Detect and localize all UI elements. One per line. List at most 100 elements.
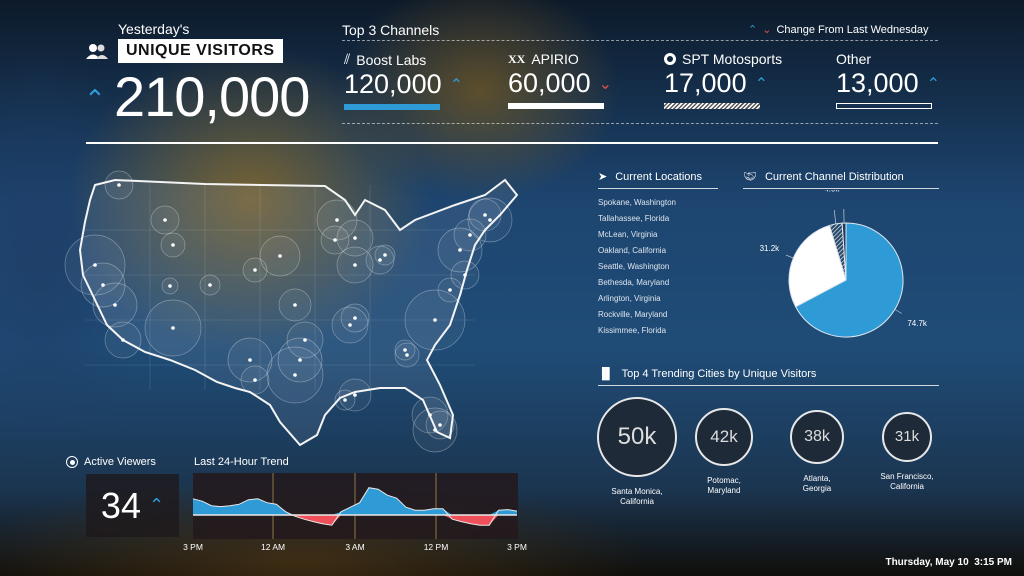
location-dot[interactable] xyxy=(348,323,352,327)
city-state: California xyxy=(620,497,654,506)
location-dot[interactable] xyxy=(353,263,357,267)
active-viewers-title: Active Viewers xyxy=(84,456,156,468)
handshake-icon: 🤝︎ xyxy=(743,171,757,183)
location-dot[interactable] xyxy=(253,268,257,272)
trend-up-icon: ⌃ xyxy=(449,76,464,94)
trend-up-icon: ⌃ xyxy=(148,495,165,515)
location-dot[interactable] xyxy=(468,233,472,237)
location-dot[interactable] xyxy=(403,348,407,352)
radio-target-icon xyxy=(66,456,78,468)
location-dot[interactable] xyxy=(438,423,442,427)
channel-other[interactable]: Other 13,000 ⌃ xyxy=(836,51,946,109)
channel-apirio[interactable]: XX APIRIO 60,000 ⌄ xyxy=(508,51,618,109)
location-dot[interactable] xyxy=(298,358,302,362)
location-item: Oakland, California xyxy=(598,246,667,255)
location-dot[interactable] xyxy=(343,398,347,402)
location-dot[interactable] xyxy=(171,243,175,247)
channels-title: Top 3 Channels xyxy=(342,22,440,38)
city-value: 42k xyxy=(710,427,738,446)
city-value-circle: 50k xyxy=(597,397,677,477)
buildings-icon: ▐▌ xyxy=(598,368,614,380)
location-dot[interactable] xyxy=(463,273,467,277)
trending-title: Top 4 Trending Cities by Unique Visitors xyxy=(621,368,817,380)
location-dot[interactable] xyxy=(483,213,487,217)
users-icon xyxy=(86,44,108,59)
location-item: Rockville, Maryland xyxy=(598,310,668,319)
distribution-header: 🤝︎ Current Channel Distribution xyxy=(743,170,939,189)
location-dot[interactable] xyxy=(383,253,387,257)
active-viewers-box: 34 ⌃ xyxy=(86,474,179,537)
location-dot[interactable] xyxy=(117,183,121,187)
channel-value: 17,000 xyxy=(664,68,747,98)
spt-logo-icon xyxy=(664,53,676,65)
city-state: Georgia xyxy=(802,484,832,493)
divider xyxy=(342,40,938,41)
location-dot[interactable] xyxy=(101,283,105,287)
locations-header: ➤ Current Locations xyxy=(598,170,718,189)
location-dot[interactable] xyxy=(113,303,117,307)
location-dot[interactable] xyxy=(171,326,175,330)
trend-line xyxy=(192,487,518,526)
trend-up-icon: ⌃ xyxy=(754,75,768,93)
pie-label: 1.2k xyxy=(836,190,852,192)
location-item: Tallahassee, Florida xyxy=(598,214,670,223)
location-dot[interactable] xyxy=(433,428,437,432)
channel-name: Other xyxy=(836,51,872,67)
location-dot[interactable] xyxy=(353,236,357,240)
distribution-title: Current Channel Distribution xyxy=(764,170,904,183)
location-dot[interactable] xyxy=(378,258,382,262)
location-dot[interactable] xyxy=(168,284,172,288)
location-dot[interactable] xyxy=(488,218,492,222)
trend-x-tick-label: 3 PM xyxy=(183,542,203,552)
location-dot[interactable] xyxy=(253,378,257,382)
city-value: 38k xyxy=(804,428,830,445)
location-dot[interactable] xyxy=(278,254,282,258)
location-dot[interactable] xyxy=(335,218,339,222)
location-item: Kissimmee, Florida xyxy=(598,326,667,335)
visitors-prelabel: Yesterday's xyxy=(118,21,190,37)
channel-value: 13,000 xyxy=(836,68,919,98)
channel-spt-motosports[interactable]: SPT Motosports 17,000 ⌃ xyxy=(664,51,804,109)
us-map[interactable] xyxy=(55,160,525,460)
pie-label: 4.0k xyxy=(824,190,840,193)
divider xyxy=(342,123,938,124)
city-name: Santa Monica, xyxy=(611,487,663,496)
location-dot[interactable] xyxy=(248,358,252,362)
active-viewers-header: Active Viewers xyxy=(66,456,156,468)
channel-value: 120,000 xyxy=(344,69,442,99)
location-dot[interactable] xyxy=(433,318,437,322)
unique-visitors-value: 210,000 xyxy=(114,65,310,128)
location-dot[interactable] xyxy=(405,353,409,357)
pie-slice-boost-labs xyxy=(794,222,904,338)
location-dot[interactable] xyxy=(208,283,212,287)
city-value: 50k xyxy=(617,423,657,450)
location-dot[interactable] xyxy=(353,316,357,320)
trend-x-tick-label: 3 AM xyxy=(345,542,364,552)
location-dot[interactable] xyxy=(293,373,297,377)
location-dot[interactable] xyxy=(428,413,432,417)
location-dot[interactable] xyxy=(93,263,97,267)
location-item: Bethesda, Maryland xyxy=(598,278,670,287)
city-value-circle: 38k xyxy=(790,410,844,464)
channel-boost-labs[interactable]: ⫽ Boost Labs 120,000 ⌃ xyxy=(344,51,463,110)
location-dot[interactable] xyxy=(163,218,167,222)
city-value-circle: 31k xyxy=(882,412,932,462)
location-dot[interactable] xyxy=(353,393,357,397)
location-dot[interactable] xyxy=(293,303,297,307)
city-value: 31k xyxy=(894,428,920,445)
location-dot[interactable] xyxy=(458,248,462,252)
location-dot[interactable] xyxy=(303,338,307,342)
trend-x-tick-label: 12 PM xyxy=(424,542,449,552)
trend-x-tick-label: 3 PM xyxy=(507,542,527,552)
change-legend: ⌃ ⌄ Change From Last Wednesday xyxy=(748,23,928,37)
down-arrow-icon: ⌄ xyxy=(762,24,772,36)
trending-city: 31k San Francisco, California xyxy=(862,412,952,492)
location-dot[interactable] xyxy=(448,288,452,292)
trend-chart-title: Last 24-Hour Trend xyxy=(194,456,289,468)
channel-bar xyxy=(508,103,604,109)
location-dot[interactable] xyxy=(333,238,337,242)
trending-city: 38k Atlanta, Georgia xyxy=(772,410,862,494)
apirio-logo-icon: XX xyxy=(508,51,526,66)
city-name: San Francisco, xyxy=(880,472,934,481)
location-dot[interactable] xyxy=(121,338,125,342)
